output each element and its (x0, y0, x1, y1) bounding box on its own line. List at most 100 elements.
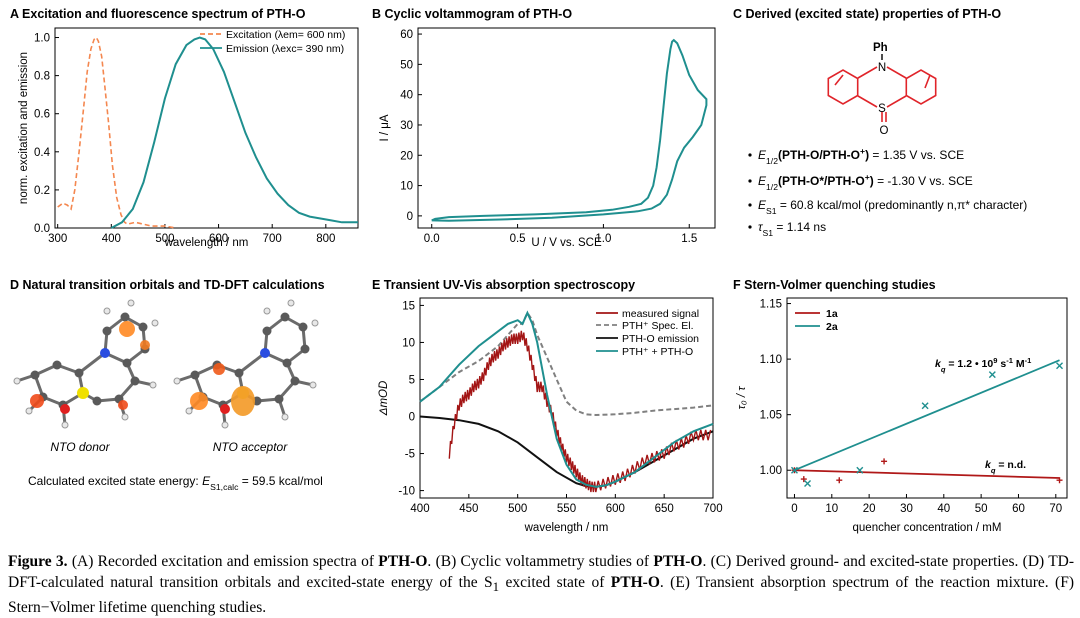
x-tick-label: 1.0 (595, 233, 611, 245)
nto-donor-molecule (13, 299, 159, 429)
nto-acceptor-molecule (173, 299, 319, 429)
panel-a-title: A Excitation and fluorescence spectrum o… (10, 7, 306, 21)
plot-frame (417, 27, 716, 229)
y-tick-label: 1.10 (760, 354, 782, 366)
property-line: τS1 = 1.14 ns (758, 220, 826, 238)
y-tick-label: 50 (400, 59, 413, 71)
s-atom-label: S (878, 103, 886, 115)
series-line-spec-el (419, 310, 714, 417)
y-tick-label: 1.00 (760, 465, 782, 477)
hydrogen-atom (221, 421, 229, 429)
orbital-lobe (118, 400, 128, 410)
legend-entry: Emission (λexc= 390 nm) (226, 43, 344, 55)
inner-double-bonds (834, 74, 931, 89)
y-axis-label: norm. excitation and emission (18, 52, 30, 204)
carbon-atom (190, 370, 200, 380)
legend-entry: PTH⁺ Spec. El. (622, 320, 693, 332)
carbon-atom (30, 370, 40, 380)
panel-e-title: E Transient UV-Vis absorption spectrosco… (372, 278, 635, 292)
data-point-1a (800, 476, 807, 483)
x-tick-label: 450 (459, 503, 478, 515)
data-point-1a (836, 477, 843, 484)
x-tick-label: 600 (209, 233, 228, 245)
y-tick-label: 1.0 (34, 33, 50, 45)
x-tick-label: 0.5 (510, 233, 526, 245)
panel-f: 0 10 20 30 40 50 60 70 1.00 1.05 1.10 1.15 quencher … (736, 297, 1068, 534)
carbon-atom (120, 312, 130, 322)
x-tick-label: 550 (557, 503, 576, 515)
oxygen-atom (60, 404, 70, 414)
bond (78, 351, 106, 375)
y-tick-label: 0.6 (34, 109, 50, 121)
panel-f-title: F Stern-Volmer quenching studies (733, 278, 936, 292)
carbon-atom (130, 376, 140, 386)
central-ring-bonds (857, 66, 907, 108)
y-tick-label: 60 (400, 29, 413, 41)
x-axis-label: wavelength / nm (524, 522, 609, 534)
caption-text: 1 (492, 579, 500, 595)
data-point-2a (804, 480, 812, 488)
panel-e: 400 450 500 550 600 650 700 -10 -5 0 5 10 15 waveleng… (378, 297, 723, 534)
y-tick-label: 20 (400, 150, 413, 162)
x-axis-label: U / V vs. SCE (531, 237, 602, 249)
data-point-1a (881, 458, 888, 465)
fit-line-2a (794, 359, 1060, 472)
y-tick-label: 1.05 (760, 410, 782, 422)
x-axis-label: quencher concentration / mM (853, 522, 1002, 534)
y-tick-label: 10 (400, 181, 413, 193)
legend-entry: PTH-O emission (622, 333, 699, 345)
legend-entry: measured signal (622, 308, 699, 320)
y-tick-label: 0 (407, 211, 413, 223)
caption-text: PTH-O (378, 553, 428, 570)
y-tick-label: 0.8 (34, 71, 50, 83)
carbon-atom (290, 376, 300, 386)
x-tick-label: 60 (1012, 503, 1025, 515)
x-tick-label: 600 (606, 503, 625, 515)
data-point-1a (1056, 477, 1063, 484)
panel-a: 300 400 500 600 700 800 0.0 0.2 0.4 0.6 0.8 1.0 wave… (18, 27, 359, 249)
figure-caption: Figure 3. (A) Recorded excitation and em… (8, 551, 1074, 618)
x-tick-label: 300 (48, 233, 67, 245)
benzene-ring-right (905, 69, 937, 105)
y-axis-label: τ₀ / τ (736, 386, 748, 410)
y-tick-label: 40 (400, 90, 413, 102)
legend-entry: PTH⁺ + PTH-O (622, 346, 693, 358)
carbon-atom (52, 360, 62, 370)
y-tick-label: 0 (409, 412, 415, 424)
annotation-kq-2a: kq = 1.2 • 109 s-1 M-1 (935, 356, 1031, 374)
data-point-2a (1056, 362, 1064, 370)
bullet-dot (748, 153, 752, 157)
y-tick-label: 0.2 (34, 185, 50, 197)
legend-entry: 1a (826, 308, 838, 320)
oxygen-atom (220, 404, 230, 414)
y-tick-label: 5 (409, 374, 415, 386)
hydrogen-atom (61, 421, 69, 429)
bond (238, 351, 266, 375)
hydrogen-atom (287, 299, 295, 307)
x-tick-label: 20 (863, 503, 876, 515)
property-line: E1/2(PTH-O*/PTH-O+) = -1.30 V vs. SCE (758, 172, 973, 192)
n-atom-label: N (878, 62, 886, 74)
x-tick-label: 700 (703, 503, 722, 515)
annotation-kq-1a: kq = n.d. (985, 459, 1026, 475)
bullet-dot (748, 225, 752, 229)
hydrogen-atom (281, 413, 289, 421)
hydrogen-atom (149, 381, 157, 389)
y-tick-label: 15 (402, 300, 415, 312)
panel-c: Ph N SO E1/2(PTH-O/PTH-O+) = 1.35 V vs. SCE… (748, 42, 1027, 238)
x-tick-label: 1.5 (681, 233, 697, 245)
plot-frame (786, 297, 1068, 499)
nitrogen-atom (260, 348, 270, 358)
pth-o-structure (827, 66, 937, 122)
y-tick-label: 1.15 (760, 299, 782, 311)
property-line: E1/2(PTH-O/PTH-O+) = 1.35 V vs. SCE (758, 146, 964, 166)
carbon-atom (234, 368, 244, 378)
data-point-2a (988, 371, 996, 379)
carbon-atom (102, 326, 112, 336)
caption-text: . (B) Cyclic voltammetry studies of (427, 553, 654, 570)
x-tick-label: 400 (102, 233, 121, 245)
x-tick-label: 650 (655, 503, 674, 515)
nto-acceptor-label: NTO acceptor (213, 440, 288, 454)
y-axis-label: ΔmOD (378, 381, 390, 417)
orbital-lobe (213, 363, 225, 375)
